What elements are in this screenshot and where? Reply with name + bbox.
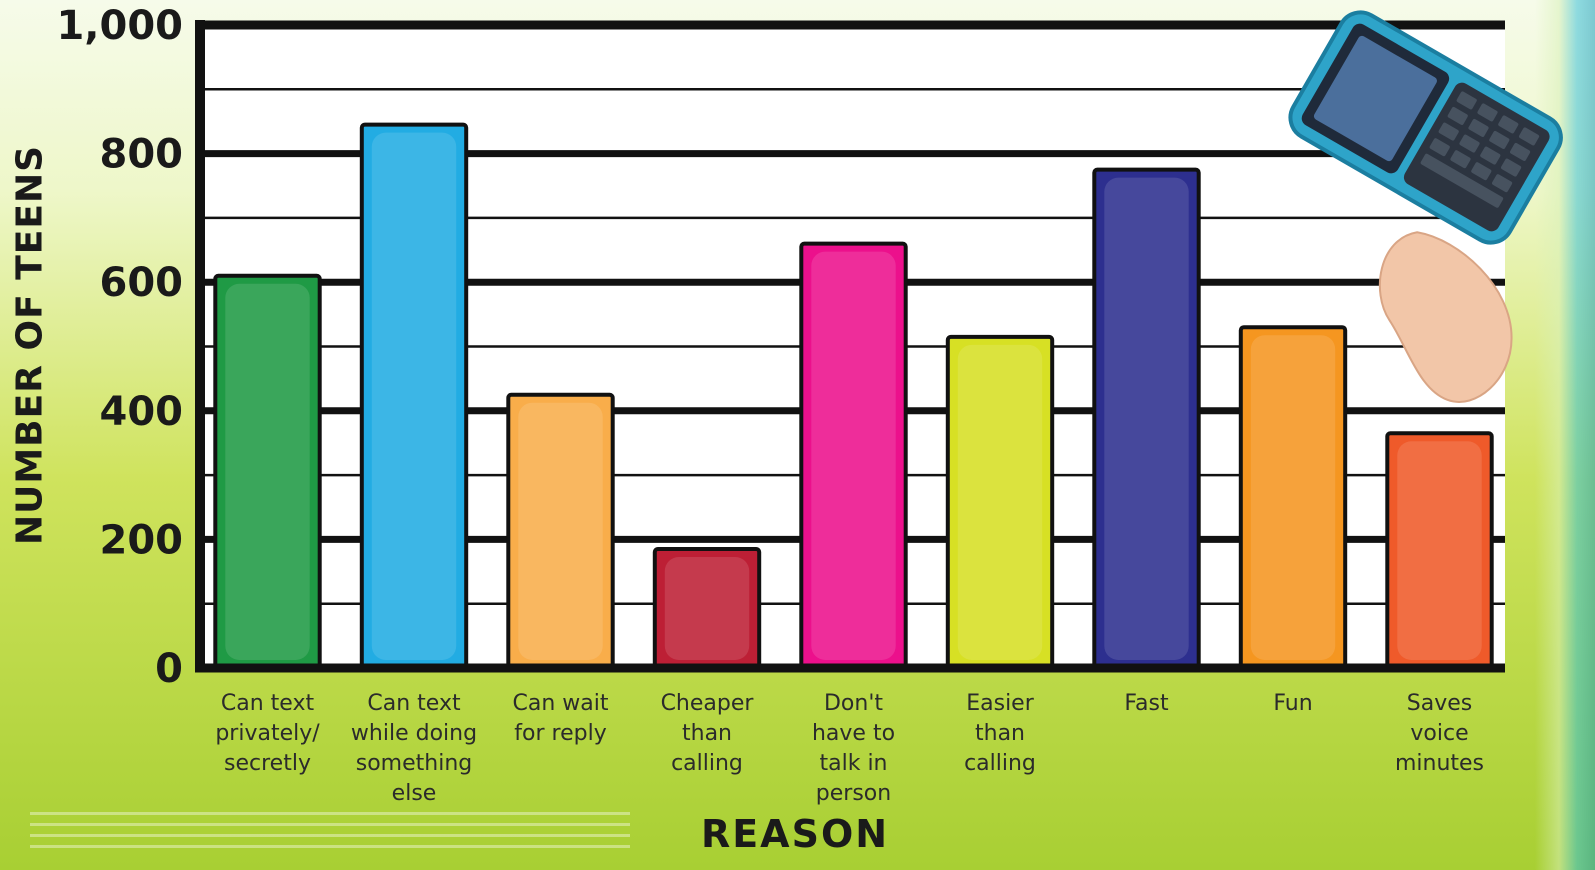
x-category-label: Don't have to talk in person xyxy=(812,691,895,806)
bar-highlight xyxy=(957,344,1043,660)
y-tick-label: 0 xyxy=(155,646,183,692)
x-category-label: Fun xyxy=(1273,691,1312,716)
y-tick-label: 200 xyxy=(100,517,184,563)
x-category-label: Saves voice minutes xyxy=(1395,691,1484,776)
bar-highlight xyxy=(1104,177,1189,661)
y-tick-label: 600 xyxy=(100,260,184,306)
y-axis-label: NUMBER OF TEENS xyxy=(9,145,51,545)
x-category-label: Cheaper than calling xyxy=(661,691,755,776)
source-note xyxy=(30,812,630,856)
bar-highlight xyxy=(225,283,310,660)
x-category-label: Fast xyxy=(1124,691,1169,716)
x-category-label: Can text while doing something else xyxy=(351,691,477,806)
x-axis-label: REASON xyxy=(700,812,890,856)
bar-highlight xyxy=(518,402,603,660)
bar-highlight xyxy=(1397,441,1482,660)
y-tick-label: 400 xyxy=(100,389,184,435)
x-category-label: Can text privately/secretly xyxy=(215,691,320,776)
bar-highlight xyxy=(1250,335,1336,660)
bar-highlight xyxy=(371,132,457,661)
x-category-label: Can wait for reply xyxy=(513,691,609,746)
bar-highlight xyxy=(664,557,750,660)
bar-highlight xyxy=(811,251,896,660)
x-category-label: Easier than calling xyxy=(964,691,1036,776)
y-tick-label: 800 xyxy=(100,132,184,178)
phone-in-hand-icon xyxy=(1288,10,1563,403)
y-tick-label: 1,000 xyxy=(56,3,183,49)
